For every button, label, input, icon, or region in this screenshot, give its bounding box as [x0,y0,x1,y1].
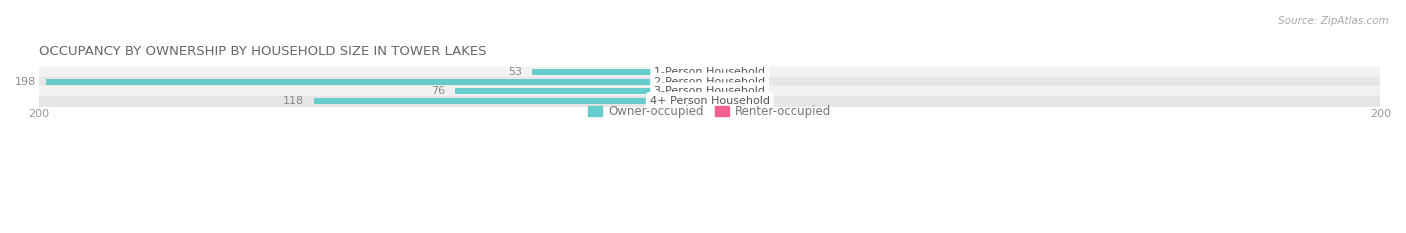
Text: 3-Person Household: 3-Person Household [654,86,765,96]
Bar [45,79,710,85]
Text: 4+ Person Household: 4+ Person Household [650,96,769,106]
Bar [39,77,1381,86]
Text: Source: ZipAtlas.com: Source: ZipAtlas.com [1278,16,1389,26]
Text: 76: 76 [430,86,444,96]
Bar [454,88,710,94]
Text: 2-Person Household: 2-Person Household [654,77,765,87]
Bar [531,69,710,75]
Bar [314,98,710,104]
Text: OCCUPANCY BY OWNERSHIP BY HOUSEHOLD SIZE IN TOWER LAKES: OCCUPANCY BY OWNERSHIP BY HOUSEHOLD SIZE… [39,45,486,58]
Text: 1-Person Household: 1-Person Household [654,67,765,77]
Bar [710,88,727,94]
Text: 118: 118 [283,96,304,106]
Bar [710,98,730,104]
Bar [39,96,1381,106]
Text: 6: 6 [740,96,747,106]
Bar [39,67,1381,77]
Text: 198: 198 [14,77,35,87]
Bar [39,86,1381,96]
Text: 3: 3 [730,67,737,77]
Text: 53: 53 [508,67,522,77]
Text: 0: 0 [720,77,727,87]
Bar [710,79,713,85]
Legend: Owner-occupied, Renter-occupied: Owner-occupied, Renter-occupied [583,100,837,123]
Text: 5: 5 [737,86,744,96]
Bar [710,69,720,75]
